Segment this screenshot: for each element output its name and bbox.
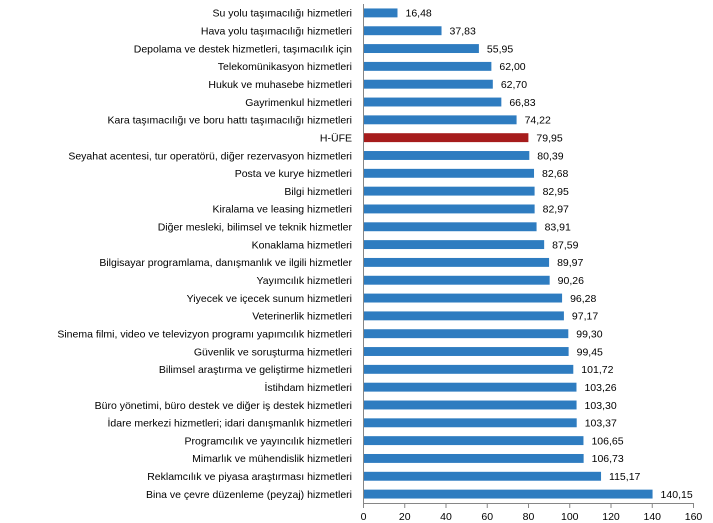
value-label: 80,39	[537, 150, 563, 162]
bar	[364, 347, 569, 356]
value-label: 106,65	[591, 435, 623, 447]
bar	[364, 382, 577, 392]
value-label: 37,83	[450, 26, 476, 38]
category-labels-group: Su yolu taşımacılığı hizmetleri Hava yolu…	[57, 8, 352, 501]
bar	[364, 204, 535, 214]
category-label: Hukuk ve muhasebe hizmetleri	[208, 79, 352, 91]
x-tick-label: 40	[440, 511, 452, 523]
bar	[364, 44, 479, 54]
x-tick-label: 0	[361, 511, 367, 523]
category-label: İstihdam hizmetleri	[264, 381, 352, 394]
category-label: Güvenlik ve soruşturma hizmetleri	[194, 346, 352, 358]
bar	[364, 275, 550, 285]
category-label: İdare merkezi hizmetleri; idari danışman…	[108, 417, 353, 430]
value-label: 62,70	[501, 79, 527, 91]
bar	[364, 418, 577, 428]
value-label: 83,91	[545, 222, 571, 234]
value-label: 96,28	[570, 293, 596, 305]
value-label: 55,95	[487, 43, 513, 55]
category-label: Yayımcılık hizmetleri	[257, 275, 353, 287]
bars-group	[364, 8, 653, 499]
value-label: 115,17	[609, 471, 640, 483]
x-tick-label: 100	[561, 511, 579, 523]
category-label: Mimarlık ve mühendislik hizmetleri	[192, 453, 352, 465]
bar	[364, 329, 569, 339]
bar	[364, 489, 653, 499]
value-label: 74,22	[525, 115, 551, 127]
value-label: 97,17	[572, 311, 598, 323]
bar	[364, 436, 584, 446]
value-labels-group: 16,48 37,83 55,95 62,00 62,70 66,83 74,22 79,95…	[405, 8, 692, 501]
value-label: 62,00	[499, 61, 525, 73]
value-label: 66,83	[509, 97, 535, 109]
bar	[364, 186, 535, 196]
x-tick-label: 20	[399, 511, 411, 523]
bar	[364, 222, 537, 232]
category-label: Kiralama ve leasing hizmetleri	[213, 204, 352, 216]
category-label: Sinema filmi, video ve televizyon progra…	[57, 328, 352, 340]
bar-highlight	[364, 133, 529, 143]
value-label: 106,73	[592, 453, 624, 465]
bar	[364, 240, 545, 250]
x-tick-label: 140	[643, 511, 661, 523]
value-label: 82,97	[543, 204, 569, 216]
x-tick-label: 80	[523, 511, 535, 523]
category-label: Diğer mesleki, bilimsel ve teknik hizmet…	[158, 222, 353, 234]
bar	[364, 293, 563, 303]
category-label: H-ÜFE	[320, 132, 352, 144]
category-label: Depolama ve destek hizmetleri, taşımacıl…	[134, 43, 352, 55]
bar	[364, 8, 398, 18]
category-label: Konaklama hizmetleri	[252, 239, 352, 251]
x-tick-label: 60	[481, 511, 493, 523]
category-label: Programcılık ve yayıncılık hizmetleri	[185, 435, 352, 447]
bar	[364, 61, 492, 71]
bar	[364, 115, 517, 125]
value-label: 103,26	[584, 382, 616, 394]
bar	[364, 364, 574, 374]
category-label: Büro yönetimi, büro destek ve diğer iş d…	[95, 400, 352, 412]
category-label: Telekomünikasyon hizmetleri	[218, 61, 352, 73]
category-label: Bina ve çevre düzenleme (peyzaj) hizmetl…	[146, 489, 352, 501]
bar	[364, 311, 564, 321]
category-label: Posta ve kurye hizmetleri	[235, 168, 352, 180]
category-label: Bilgi hizmetleri	[284, 186, 352, 198]
category-label: Hava yolu taşımacılığı hizmetleri	[201, 26, 352, 38]
category-label: Bilgisayar programlama, danışmanlık ve i…	[99, 257, 352, 269]
category-label: Yiyecek ve içecek sunum hizmetleri	[187, 293, 352, 305]
bar	[364, 453, 584, 463]
category-label: Bilimsel araştırma ve geliştirme hizmetl…	[159, 364, 352, 376]
bar	[364, 151, 530, 160]
value-label: 89,97	[557, 257, 583, 269]
bar	[364, 79, 493, 89]
bar	[364, 26, 442, 36]
bar	[364, 257, 550, 267]
value-label: 82,95	[543, 186, 569, 198]
value-label: 103,30	[585, 400, 617, 412]
value-label: 103,37	[585, 418, 617, 430]
category-label: Gayrimenkul hizmetleri	[245, 97, 352, 109]
value-label: 99,45	[577, 346, 603, 358]
value-label: 16,48	[405, 8, 431, 20]
bar	[364, 400, 577, 410]
category-label: Reklamcılık ve piyasa araştırması hizmet…	[147, 471, 352, 483]
bar	[364, 168, 535, 178]
x-tick-label: 160	[685, 511, 703, 523]
value-label: 90,26	[558, 275, 584, 287]
category-label: Kara taşımacılığı ve boru hattı taşımacı…	[107, 115, 352, 127]
x-tick-label: 120	[602, 511, 620, 523]
value-label: 87,59	[552, 239, 578, 251]
category-label: Seyahat acentesi, tur operatörü, diğer r…	[68, 150, 352, 162]
value-label: 82,68	[542, 168, 568, 180]
x-ticks-group: 0 20 40 60 80 100 120 140 160	[361, 503, 703, 523]
value-label: 79,95	[536, 132, 562, 144]
category-label: Veterinerlik hizmetleri	[252, 311, 352, 323]
value-label: 140,15	[661, 489, 693, 501]
bar	[364, 97, 502, 107]
category-label: Su yolu taşımacılığı hizmetleri	[213, 8, 352, 20]
value-label: 101,72	[581, 364, 613, 376]
bar	[364, 471, 602, 481]
value-label: 99,30	[576, 328, 602, 340]
